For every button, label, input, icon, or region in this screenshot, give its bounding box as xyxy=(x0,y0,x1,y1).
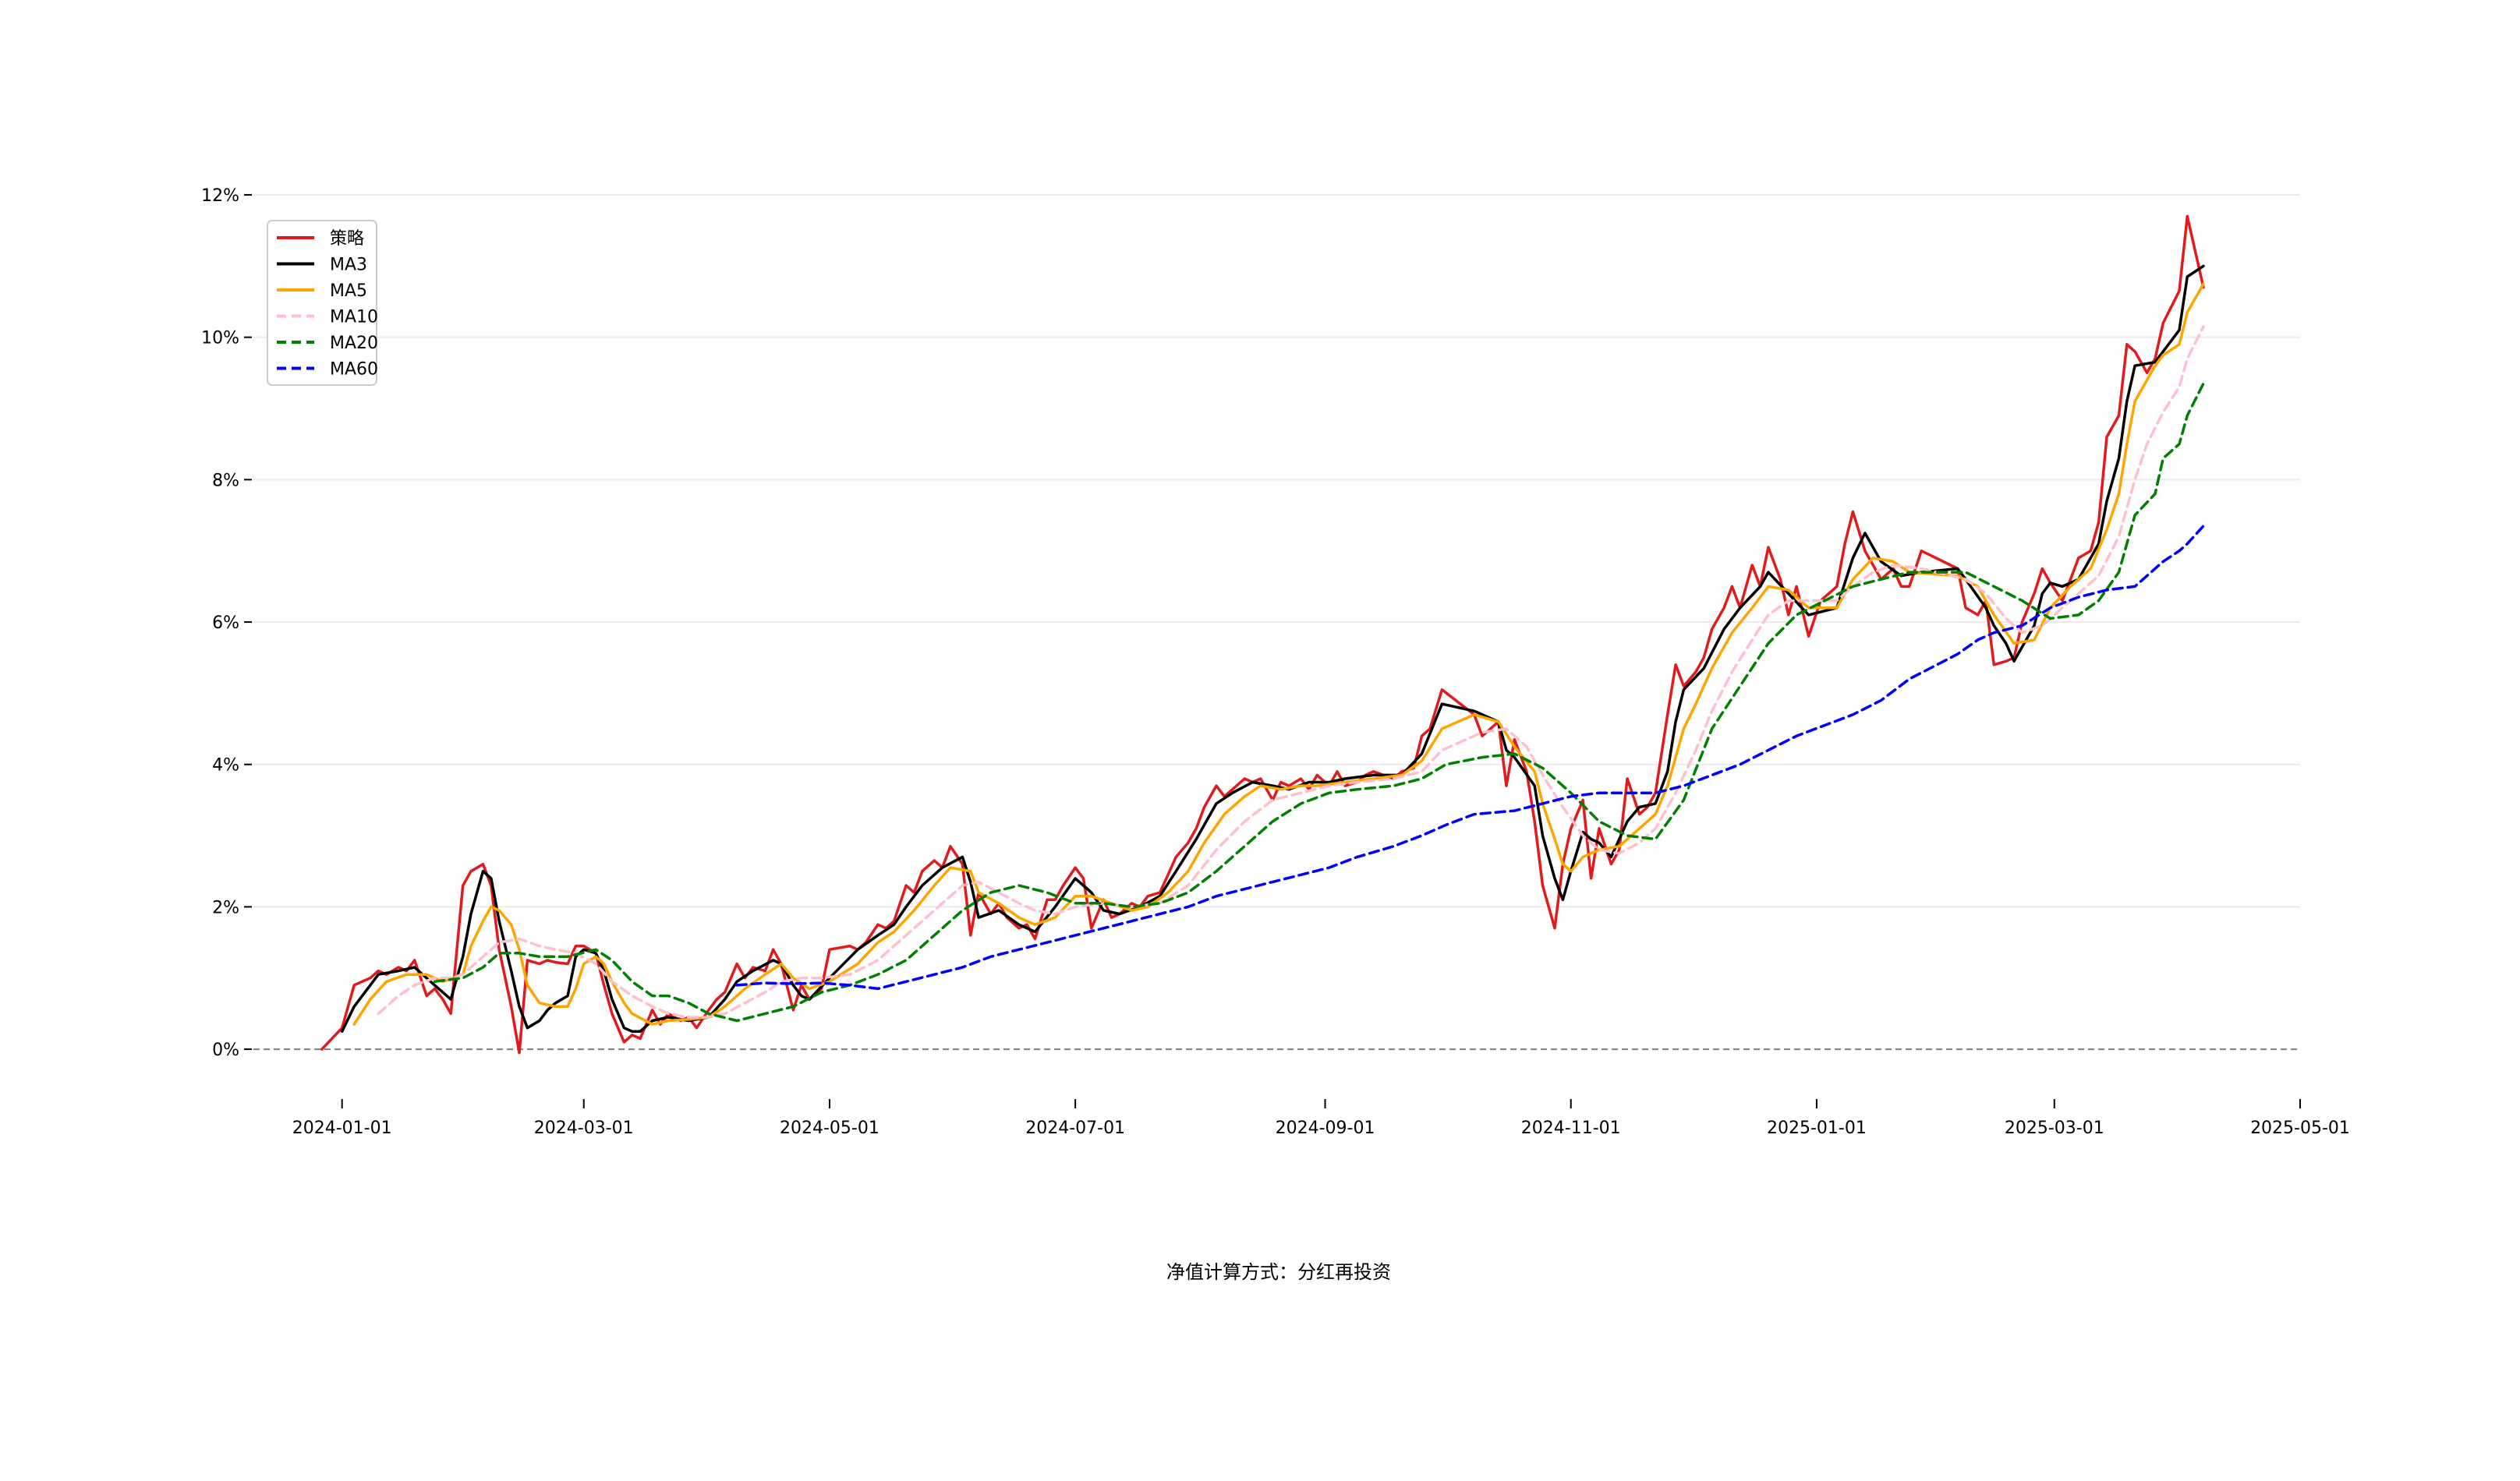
x-tick-label: 2025-03-01 xyxy=(2005,1119,2104,1138)
x-tick-label: 2024-09-01 xyxy=(1276,1119,1375,1138)
legend-label: MA60 xyxy=(330,360,378,380)
series-line-MA20 xyxy=(433,382,2205,1023)
y-tick-label: 6% xyxy=(212,613,239,633)
y-tick-label: 10% xyxy=(201,329,239,348)
y-tick-label: 0% xyxy=(212,1041,239,1060)
series-line-MA10 xyxy=(377,325,2205,1019)
x-axis: 2024-01-01 2024-03-01 2024-05-01 2024-07-01… xyxy=(292,1099,2350,1138)
x-tick-label: 2025-01-01 xyxy=(1767,1119,1867,1138)
legend-label: 策略 xyxy=(330,229,364,249)
legend-box xyxy=(267,220,377,386)
legend: 策略 MA3 MA5 MA10 MA20 MA60 xyxy=(267,220,378,386)
series-line-MA60 xyxy=(735,524,2205,991)
y-tick-label: 8% xyxy=(212,471,239,490)
y-tick-label: 2% xyxy=(212,898,239,917)
legend-label: MA5 xyxy=(330,281,367,301)
footer-note: 净值计算方式：分红再投资 xyxy=(1166,1261,1391,1283)
x-tick-label: 2024-11-01 xyxy=(1521,1119,1621,1138)
y-tick-label: 4% xyxy=(212,756,239,776)
grid-lines xyxy=(253,194,2300,908)
legend-label: MA3 xyxy=(330,256,367,275)
x-tick-label: 2024-05-01 xyxy=(780,1119,880,1138)
series-line-MA5 xyxy=(352,282,2205,1026)
x-tick-label: 2024-01-01 xyxy=(292,1119,392,1138)
x-tick-label: 2024-07-01 xyxy=(1025,1119,1125,1138)
y-tick-label: 12% xyxy=(201,186,239,206)
x-tick-label: 2025-05-01 xyxy=(2250,1119,2350,1138)
legend-label: MA20 xyxy=(330,334,378,353)
series-line-策略 xyxy=(320,214,2205,1055)
x-tick-label: 2024-03-01 xyxy=(534,1119,634,1138)
series-line-MA3 xyxy=(340,264,2205,1033)
series-lines xyxy=(320,214,2205,1055)
y-axis: 0% 2% 4% 6% 8% 10% 12% xyxy=(201,186,252,1060)
legend-label: MA10 xyxy=(330,308,378,327)
